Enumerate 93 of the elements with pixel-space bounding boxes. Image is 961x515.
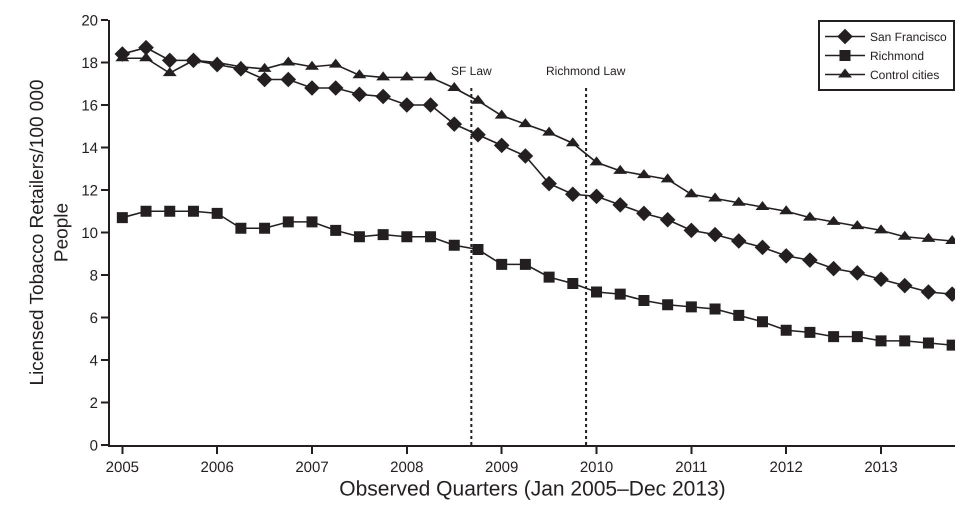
point <box>401 231 412 242</box>
point <box>328 80 344 96</box>
y-tick-label: 10 <box>81 224 98 242</box>
point <box>850 265 866 281</box>
y-tick-label: 14 <box>81 140 98 157</box>
point <box>614 288 626 300</box>
point <box>518 148 534 164</box>
point <box>922 338 934 348</box>
legend-label: San Francisco <box>870 30 948 44</box>
y-tick-label: 2 <box>90 394 98 412</box>
point <box>140 206 152 217</box>
point <box>235 222 246 234</box>
x-tick-label: 2005 <box>106 459 140 476</box>
y-tick-label: 8 <box>90 267 98 284</box>
point <box>330 224 342 236</box>
point <box>804 326 816 338</box>
y-tick-label: 0 <box>90 437 98 454</box>
point <box>707 226 723 242</box>
point <box>591 286 602 298</box>
point <box>544 272 555 283</box>
point <box>802 252 818 268</box>
point <box>920 284 936 300</box>
point <box>826 260 842 276</box>
point <box>899 335 910 346</box>
point <box>780 324 792 336</box>
x-tick-label: 2012 <box>770 459 803 476</box>
point <box>472 244 484 255</box>
ref-line-label: Richmond Law <box>546 64 626 78</box>
point <box>660 212 676 228</box>
y-tick-label: 16 <box>81 97 98 114</box>
point <box>520 258 531 270</box>
point <box>256 72 272 88</box>
point <box>852 331 863 342</box>
point <box>352 86 368 102</box>
x-tick-label: 2008 <box>390 459 424 476</box>
point <box>375 88 391 104</box>
point <box>638 295 650 306</box>
point <box>754 240 770 256</box>
legend-label: Control cities <box>870 68 940 82</box>
point <box>588 188 604 204</box>
y-axis-title: Licensed Tobacco Retailers/100 000 People <box>26 80 73 386</box>
y-tick-label: 20 <box>81 12 98 30</box>
point <box>378 229 389 240</box>
point <box>354 231 365 242</box>
point <box>306 216 318 228</box>
point <box>282 216 294 228</box>
point <box>212 208 223 219</box>
point <box>448 240 460 251</box>
point <box>280 72 296 88</box>
point <box>756 316 768 328</box>
y-tick-label: 18 <box>81 54 98 72</box>
point <box>446 116 462 132</box>
point <box>422 97 438 113</box>
point <box>612 197 628 213</box>
point <box>116 212 128 224</box>
point <box>662 299 674 310</box>
y-tick-label: 12 <box>81 182 98 200</box>
point <box>494 138 510 154</box>
point <box>259 222 270 234</box>
point <box>188 206 199 217</box>
point <box>873 271 889 288</box>
legend-label: Richmond <box>870 49 924 64</box>
point <box>684 222 700 238</box>
point <box>425 231 436 242</box>
y-tick-label: 4 <box>90 352 98 370</box>
point <box>896 278 913 294</box>
point <box>304 80 320 96</box>
x-tick-label: 2010 <box>580 459 614 476</box>
point <box>541 176 557 192</box>
point <box>162 52 178 68</box>
point <box>470 126 486 143</box>
point <box>636 206 652 222</box>
x-axis-title: Observed Quarters (Jan 2005–Dec 2013) <box>339 478 726 501</box>
x-tick-label: 2006 <box>200 459 234 476</box>
point <box>730 233 747 249</box>
point <box>876 335 887 346</box>
point <box>399 97 415 113</box>
x-tick-label: 2007 <box>295 459 329 476</box>
point <box>710 304 721 314</box>
point <box>828 331 840 342</box>
ref-line-label: SF Law <box>451 64 492 78</box>
x-tick-label: 2009 <box>484 459 518 476</box>
point <box>778 248 794 264</box>
point <box>164 206 176 217</box>
point <box>567 278 578 289</box>
x-tick-label: 2011 <box>675 459 708 476</box>
point <box>733 310 744 321</box>
point <box>686 301 697 312</box>
y-tick-label: 6 <box>90 310 98 327</box>
point <box>138 40 154 56</box>
point <box>496 258 508 270</box>
x-tick-label: 2013 <box>864 459 898 476</box>
point <box>565 186 581 202</box>
